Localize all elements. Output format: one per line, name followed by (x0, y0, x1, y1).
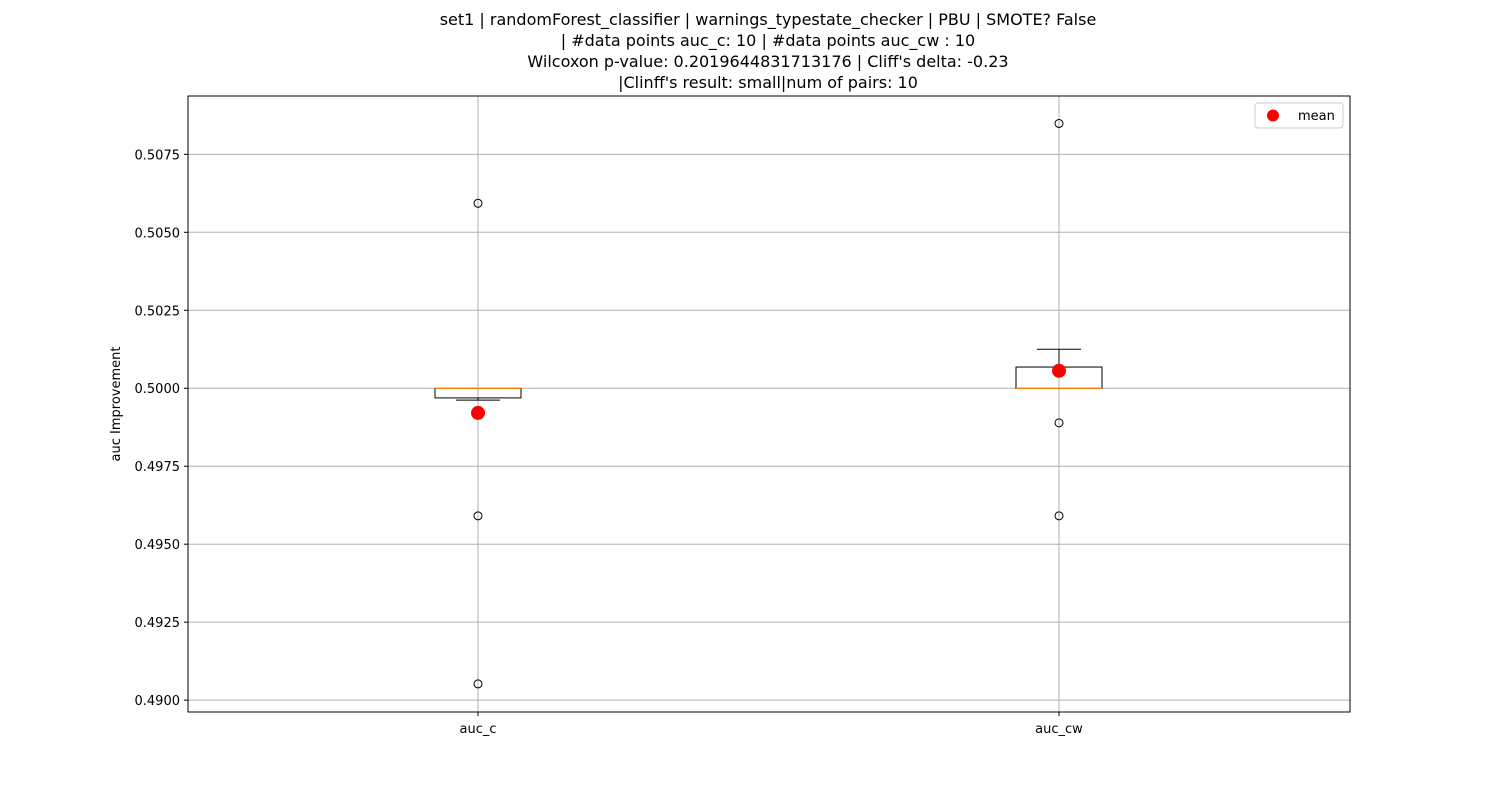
y-axis-ticks: 0.4900 0.4925 0.4950 0.4975 0.5000 0.5025 0.50… (135, 148, 188, 709)
outlier-point (1054, 118, 1064, 128)
mean-point (1052, 363, 1066, 378)
outlier-point (473, 511, 483, 521)
y-tick-label: 0.5075 (135, 148, 181, 163)
y-tick-label: 0.4975 (135, 460, 181, 475)
y-tick-label: 0.4950 (135, 538, 181, 553)
box-auc-cw (1015, 118, 1103, 521)
grid-lines (188, 96, 1350, 712)
outlier-point (1054, 511, 1064, 521)
plot-area-frame (187, 95, 1351, 713)
outlier-point (473, 198, 483, 208)
y-tick-label: 0.4900 (135, 694, 181, 709)
legend-mean-label: mean (1298, 109, 1335, 124)
chart-title: set1 | randomForest_classifier | warning… (440, 10, 1097, 92)
y-axis-label: auc Improvement (109, 347, 124, 462)
legend-mean-marker (1267, 109, 1279, 122)
y-tick-label: 0.4925 (135, 616, 181, 631)
x-axis-ticks: auc_c auc_cw (459, 712, 1083, 737)
outlier-point (1054, 418, 1064, 428)
title-line-4: |Clinff's result: small|num of pairs: 10 (618, 73, 918, 92)
legend: mean (1254, 102, 1344, 129)
x-tick-label-auc-cw: auc_cw (1035, 722, 1083, 737)
y-tick-label: 0.5050 (135, 226, 181, 241)
y-tick-label: 0.5025 (135, 304, 181, 319)
outlier-point (473, 679, 483, 689)
legend-frame (1254, 102, 1344, 129)
y-tick-label: 0.5000 (135, 382, 181, 397)
box-auc-c (434, 198, 522, 689)
title-line-3: Wilcoxon p-value: 0.2019644831713176 | C… (527, 52, 1008, 71)
title-line-1: set1 | randomForest_classifier | warning… (440, 10, 1097, 30)
x-tick-label-auc-c: auc_c (459, 722, 496, 737)
box-plots (434, 118, 1103, 689)
mean-point (471, 405, 485, 420)
title-line-2: | #data points auc_c: 10 | #data points … (561, 31, 975, 51)
